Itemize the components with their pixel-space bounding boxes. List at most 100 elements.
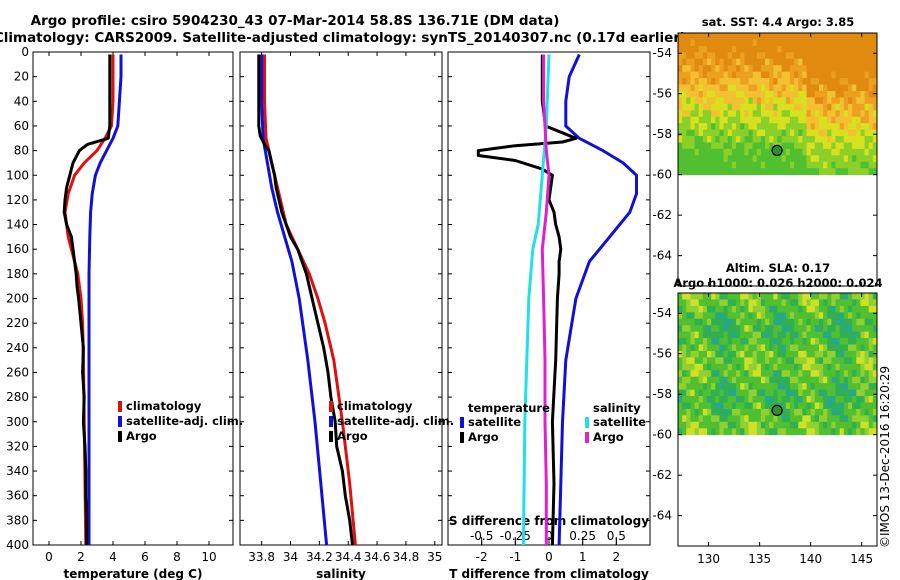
heatmap-cell	[872, 103, 878, 111]
heatmap-cell	[827, 52, 832, 60]
heatmap-cell	[835, 90, 841, 98]
heatmap-cell	[690, 415, 695, 423]
heatmap-cell	[748, 408, 754, 416]
heatmap-cell	[678, 45, 683, 53]
heatmap-cell	[686, 421, 691, 429]
heatmap-cell	[756, 103, 762, 111]
heatmap-cell	[839, 129, 845, 137]
heatmap-cell	[727, 84, 733, 92]
heatmap-cell	[707, 421, 712, 429]
heatmap-cell	[864, 161, 870, 169]
heatmap-cell	[748, 97, 754, 105]
heatmap-cell	[694, 357, 700, 365]
heatmap-cell	[856, 383, 861, 390]
heatmap-cell	[810, 344, 816, 352]
heatmap-cell	[727, 312, 733, 320]
heatmap-cell	[818, 293, 824, 300]
heatmap-cell	[860, 415, 865, 423]
heatmap-cell	[798, 415, 803, 423]
heatmap-cell	[802, 136, 807, 143]
heatmap-cell	[769, 52, 774, 60]
map-frame	[677, 292, 878, 547]
heatmap-cell	[702, 84, 708, 92]
y-tick-label: 380	[6, 513, 29, 527]
heatmap-cell	[744, 52, 749, 60]
heatmap-cell	[702, 312, 708, 320]
heatmap-cell	[868, 168, 874, 176]
heatmap-cell	[748, 305, 754, 313]
heatmap-cell	[781, 71, 787, 79]
heatmap-cell	[736, 52, 741, 60]
heatmap-cell	[818, 396, 824, 403]
heatmap-cell	[690, 84, 695, 92]
heatmap-cell	[682, 97, 687, 105]
heatmap-cell	[731, 45, 737, 53]
heatmap-cell	[723, 78, 729, 85]
x-tick-label: 4	[109, 550, 117, 564]
heatmap-cell	[765, 45, 770, 53]
heatmap-cell	[719, 408, 725, 416]
heatmap-cell	[785, 84, 791, 92]
heatmap-cell	[727, 39, 733, 47]
heatmap-cell	[843, 71, 849, 79]
heatmap-cell	[731, 71, 737, 79]
heatmap-cell	[760, 402, 766, 410]
heatmap-cell	[860, 136, 865, 143]
heatmap-cell	[798, 161, 803, 169]
heatmap-cell	[847, 65, 853, 73]
heatmap-cell	[814, 396, 820, 403]
heatmap-cell	[773, 33, 778, 40]
heatmap-cell	[727, 408, 733, 416]
heatmap-cell	[731, 305, 737, 313]
map-title: sat. SST: 4.4 Argo: 3.85	[702, 15, 854, 29]
heatmap-cell	[831, 155, 836, 163]
heatmap-cell	[868, 33, 874, 40]
heatmap-cell	[744, 370, 749, 378]
heatmap-cell	[765, 318, 770, 326]
heatmap-cell	[856, 39, 861, 47]
heatmap-cell	[810, 78, 816, 85]
heatmap-cell	[682, 312, 687, 320]
heatmap-cell	[698, 123, 704, 130]
heatmap-cell	[852, 370, 857, 378]
heatmap-cell	[760, 136, 766, 143]
heatmap-cell	[794, 350, 799, 358]
heatmap-cell	[723, 428, 729, 436]
y-tick-label: 360	[6, 489, 29, 503]
heatmap-cell	[736, 421, 741, 429]
heatmap-cell	[707, 428, 712, 436]
heatmap-cell	[785, 325, 791, 333]
heatmap-cell	[731, 415, 737, 423]
heatmap-cell	[702, 428, 708, 436]
heatmap-cell	[690, 402, 695, 410]
legend-label: satellite	[468, 415, 521, 429]
heatmap-cell	[802, 415, 807, 423]
heatmap-cell	[690, 299, 695, 307]
heatmap-cell	[872, 408, 878, 416]
heatmap-cell	[731, 428, 737, 436]
heatmap-cell	[856, 97, 861, 105]
heatmap-cell	[789, 52, 795, 60]
heatmap-cell	[802, 389, 807, 397]
heatmap-cell	[678, 331, 683, 339]
heatmap-cell	[736, 428, 741, 436]
heatmap-cell	[752, 142, 758, 150]
heatmap-cell	[810, 65, 816, 73]
heatmap-cell	[818, 402, 824, 410]
heatmap-cell	[678, 110, 683, 118]
heatmap-cell	[847, 136, 853, 143]
heatmap-cell	[744, 161, 749, 169]
heatmap-cell	[731, 58, 737, 66]
heatmap-cell	[847, 305, 853, 313]
heatmap-cell	[852, 338, 857, 345]
heatmap-cell	[777, 65, 783, 73]
heatmap-cell	[868, 142, 874, 150]
heatmap-cell	[690, 129, 695, 137]
heatmap-cell	[723, 415, 729, 423]
heatmap-cell	[814, 325, 820, 333]
heatmap-cell	[744, 136, 749, 143]
heatmap-cell	[831, 415, 836, 423]
x-tick-label: 2	[77, 550, 85, 564]
